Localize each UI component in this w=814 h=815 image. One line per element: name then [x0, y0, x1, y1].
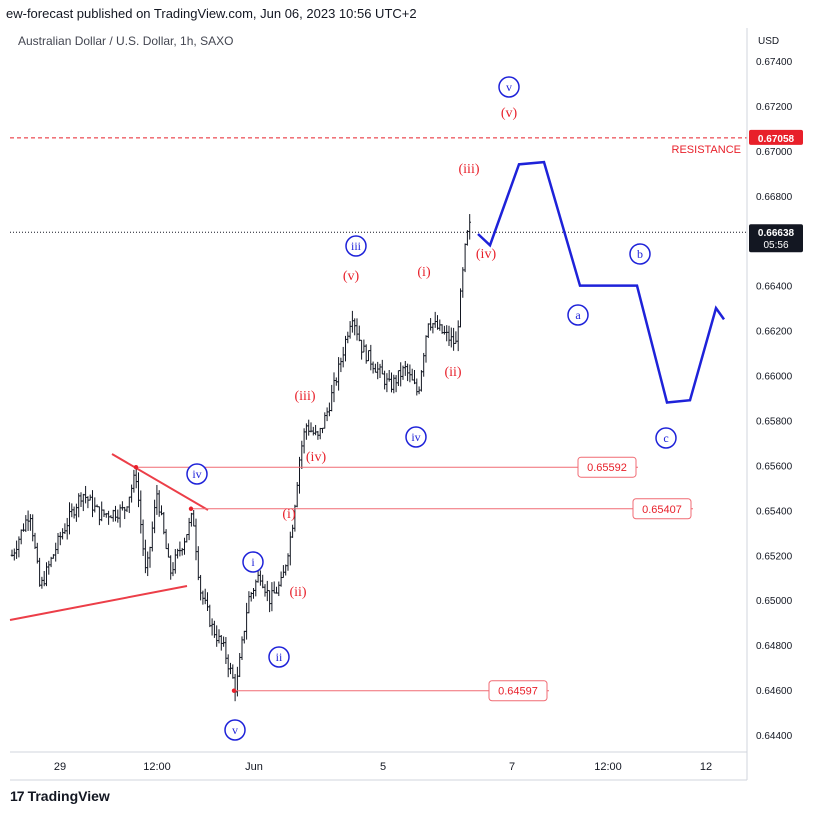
wave-circle — [268, 646, 290, 668]
lower-trendline — [9, 585, 188, 621]
y-tick-label: 0.66400 — [756, 282, 793, 293]
tradingview-logo[interactable]: 17 TradingView — [10, 788, 110, 804]
wave-label-red: (iii) — [459, 162, 480, 177]
y-tick-label: 0.67200 — [756, 102, 793, 113]
wave-label-red: (iv) — [306, 450, 327, 465]
resistance-label: RESISTANCE — [672, 144, 741, 156]
wave-label-blue: a — [575, 308, 581, 322]
tradingview-logo-icon: 17 — [10, 788, 25, 804]
wave-circle — [405, 426, 427, 448]
axes: USD0.674000.672000.670000.668000.666000.… — [10, 28, 803, 781]
wave-label-blue: iv — [411, 430, 420, 444]
projection-path — [477, 160, 726, 404]
symbol-title: Australian Dollar / U.S. Dollar, 1h, SAX… — [18, 34, 234, 48]
wave-label-red: (iv) — [476, 247, 497, 262]
wave-label-blue: iii — [351, 239, 362, 253]
wave-circle — [498, 76, 520, 98]
level-value: 0.65592 — [587, 462, 627, 474]
x-tick-label: 12:00 — [143, 761, 171, 773]
x-tick-label: 29 — [54, 761, 66, 773]
projection — [477, 160, 726, 404]
x-tick-label: 7 — [509, 761, 515, 773]
y-tick-label: 0.65200 — [756, 551, 793, 562]
candles — [10, 214, 471, 702]
wave-label-blue: ii — [276, 650, 283, 664]
level-value: 0.65407 — [642, 504, 682, 516]
wave-label-blue: i — [251, 555, 255, 569]
y-tick-label: 0.65800 — [756, 416, 793, 427]
y-tick-label: 0.64600 — [756, 686, 793, 697]
wave-circle — [224, 719, 246, 741]
y-tick-label: 0.65400 — [756, 506, 793, 517]
y-tick-label: 0.66800 — [756, 192, 793, 203]
wave-label-red: (ii) — [444, 365, 461, 380]
wave-label-blue: v — [232, 723, 238, 737]
y-tick-label: 0.67000 — [756, 147, 793, 158]
wave-circle — [567, 304, 589, 326]
current-price: 0.66638 — [758, 228, 795, 239]
wave-label-blue: c — [663, 431, 668, 445]
wave-label-red: (i) — [417, 265, 431, 280]
wave-circle — [345, 235, 367, 257]
y-tick-label: 0.67400 — [756, 57, 793, 68]
upper-trendline — [111, 453, 209, 511]
trendlines — [9, 453, 209, 621]
level-anchor — [188, 506, 194, 511]
level-box — [632, 498, 692, 520]
level-anchor — [133, 464, 139, 470]
y-tick-label: 0.64400 — [756, 731, 793, 742]
publisher-header: ew-forecast published on TradingView.com… — [6, 6, 417, 21]
currency-label: USD — [758, 36, 779, 47]
wave-label-blue: b — [637, 247, 643, 261]
x-tick-label: Jun — [245, 761, 263, 773]
level-anchor — [231, 688, 237, 693]
countdown: 05:56 — [763, 240, 788, 251]
resistance-price: 0.67058 — [758, 134, 795, 145]
levels: RESISTANCE 0.65592 0.65407 0.64597 — [10, 137, 747, 702]
wave-circle — [242, 551, 264, 573]
wave-label-red: (i) — [282, 507, 296, 522]
wave-label-red: (v) — [343, 269, 360, 284]
wave-circle — [655, 427, 677, 449]
wave-label-blue: v — [506, 80, 512, 94]
y-tick-label: 0.65600 — [756, 461, 793, 472]
x-tick-label: 12:00 — [594, 761, 622, 773]
brand-name: TradingView — [27, 788, 110, 804]
y-tick-label: 0.66000 — [756, 372, 793, 383]
y-tick-label: 0.66200 — [756, 327, 793, 338]
wave-label-red: (ii) — [289, 585, 306, 600]
x-tick-label: 12 — [700, 761, 712, 773]
y-tick-label: 0.64800 — [756, 641, 793, 652]
wave-label-red: (v) — [501, 106, 518, 121]
x-tick-label: 5 — [380, 761, 386, 773]
wave-label-red: (iii) — [295, 389, 316, 404]
wave-circle — [629, 243, 651, 265]
wave-circle — [186, 463, 208, 485]
wave-label-blue: iv — [192, 467, 201, 481]
current-price-tag — [749, 224, 803, 253]
level-box — [577, 456, 637, 478]
y-tick-label: 0.65000 — [756, 596, 793, 607]
level-value: 0.64597 — [498, 686, 538, 698]
level-box — [488, 680, 548, 702]
resistance-price-tag — [749, 129, 803, 145]
